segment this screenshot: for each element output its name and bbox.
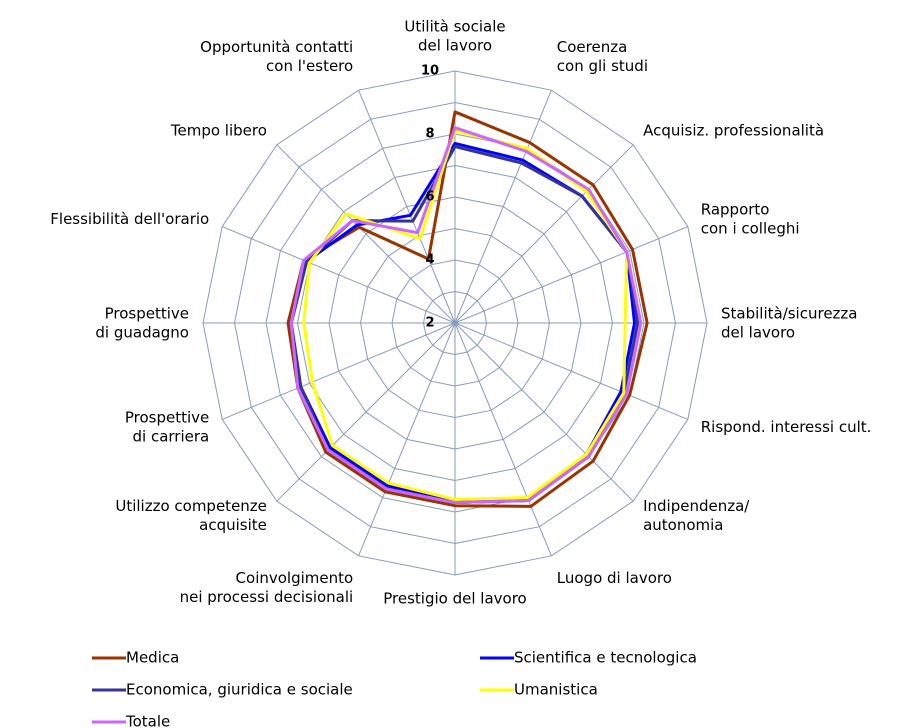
axis-label-line: Opportunità contatti bbox=[200, 38, 353, 56]
legend-label: Scientifica e tecnologica bbox=[514, 649, 697, 667]
axis-label-line: nei processi decisionali bbox=[180, 588, 354, 606]
y-tick-label: 10 bbox=[421, 64, 439, 79]
axis-label-line: Prestigio del lavoro bbox=[383, 590, 526, 608]
axis-label-line: del lavoro bbox=[721, 324, 795, 342]
axis-label: Prospettive di guadagno bbox=[95, 305, 189, 342]
axis-label: Utilizzo competenze acquisite bbox=[115, 497, 267, 534]
axis-label: Flessibilità dell'orario bbox=[50, 210, 209, 228]
series-line bbox=[289, 126, 643, 505]
axis-label-line: Utilità sociale bbox=[404, 18, 505, 36]
axis-spoke bbox=[221, 226, 456, 324]
axis-label-line: Prospettive bbox=[125, 409, 209, 427]
axis-spoke bbox=[454, 144, 634, 324]
legend-label: Umanistica bbox=[514, 681, 598, 699]
axis-label-line: di carriera bbox=[133, 428, 210, 446]
axis-label-line: Rispond. interessi cult. bbox=[701, 418, 872, 436]
axis-label-line: autonomia bbox=[643, 516, 723, 534]
axis-label: Prestigio del lavoro bbox=[383, 590, 526, 608]
axis-label: Utilità sociale del lavoro bbox=[404, 18, 505, 55]
axis-label-line: Coinvolgimento bbox=[236, 569, 354, 587]
axis-spoke bbox=[454, 226, 689, 324]
axis-label: Coerenza con gli studi bbox=[557, 38, 648, 75]
axis-label-line: con l'estero bbox=[266, 57, 353, 75]
axis-label: Prospettive di carriera bbox=[125, 409, 209, 446]
axis-label-line: con i colleghi bbox=[701, 219, 800, 237]
legend-label: Economica, giuridica e sociale bbox=[126, 681, 353, 699]
axis-spoke bbox=[358, 89, 456, 324]
axis-label-line: Acquisiz. professionalità bbox=[643, 122, 824, 140]
series-line bbox=[302, 129, 629, 501]
axis-label-line: Indipendenza/ bbox=[643, 497, 750, 515]
axis-label-line: Flessibilità dell'orario bbox=[50, 210, 209, 228]
y-tick-label: 6 bbox=[425, 190, 434, 205]
y-tick-label: 4 bbox=[425, 253, 434, 268]
axis-label-line: Tempo libero bbox=[170, 122, 267, 140]
axis-label: Opportunità contatti con l'estero bbox=[200, 38, 353, 75]
axis-spoke bbox=[454, 322, 634, 502]
axis-spoke bbox=[454, 322, 689, 420]
axis-label-line: di guadagno bbox=[95, 324, 189, 342]
axis-spoke bbox=[454, 89, 552, 324]
axis-spoke bbox=[358, 322, 456, 557]
axis-label-line: Stabilità/sicurezza bbox=[721, 305, 858, 323]
axis-label: Coinvolgimento nei processi decisionali bbox=[180, 569, 354, 606]
axis-label-line: Coerenza bbox=[557, 38, 628, 56]
axis-label: Rispond. interessi cult. bbox=[701, 418, 872, 436]
axis-label: Stabilità/sicurezza del lavoro bbox=[721, 305, 858, 342]
axis-label: Tempo libero bbox=[170, 122, 267, 140]
axis-spoke bbox=[276, 322, 456, 502]
y-tick-label: 2 bbox=[425, 316, 434, 331]
series-line bbox=[289, 145, 640, 505]
axis-label: Indipendenza/autonomia bbox=[643, 497, 750, 534]
axis-label-line: Rapporto bbox=[701, 200, 770, 218]
axis-label-line: Utilizzo competenze bbox=[115, 497, 267, 515]
axis-label-line: Luogo di lavoro bbox=[557, 569, 672, 587]
axis-label: Luogo di lavoro bbox=[557, 569, 672, 587]
legend-label: Medica bbox=[126, 649, 179, 667]
axis-label: Rapporto con i colleghi bbox=[701, 200, 800, 237]
axis-spoke bbox=[221, 322, 456, 420]
y-tick-label: 8 bbox=[425, 127, 434, 142]
axis-label: Acquisiz. professionalità bbox=[643, 122, 824, 140]
legend-label: Totale bbox=[125, 713, 170, 728]
axis-label-line: Prospettive bbox=[105, 305, 189, 323]
axis-label-line: del lavoro bbox=[418, 37, 492, 55]
axis-label-line: con gli studi bbox=[557, 57, 648, 75]
axis-spoke bbox=[454, 322, 552, 557]
axis-spoke bbox=[276, 144, 456, 324]
axis-label-line: acquisite bbox=[199, 516, 267, 534]
